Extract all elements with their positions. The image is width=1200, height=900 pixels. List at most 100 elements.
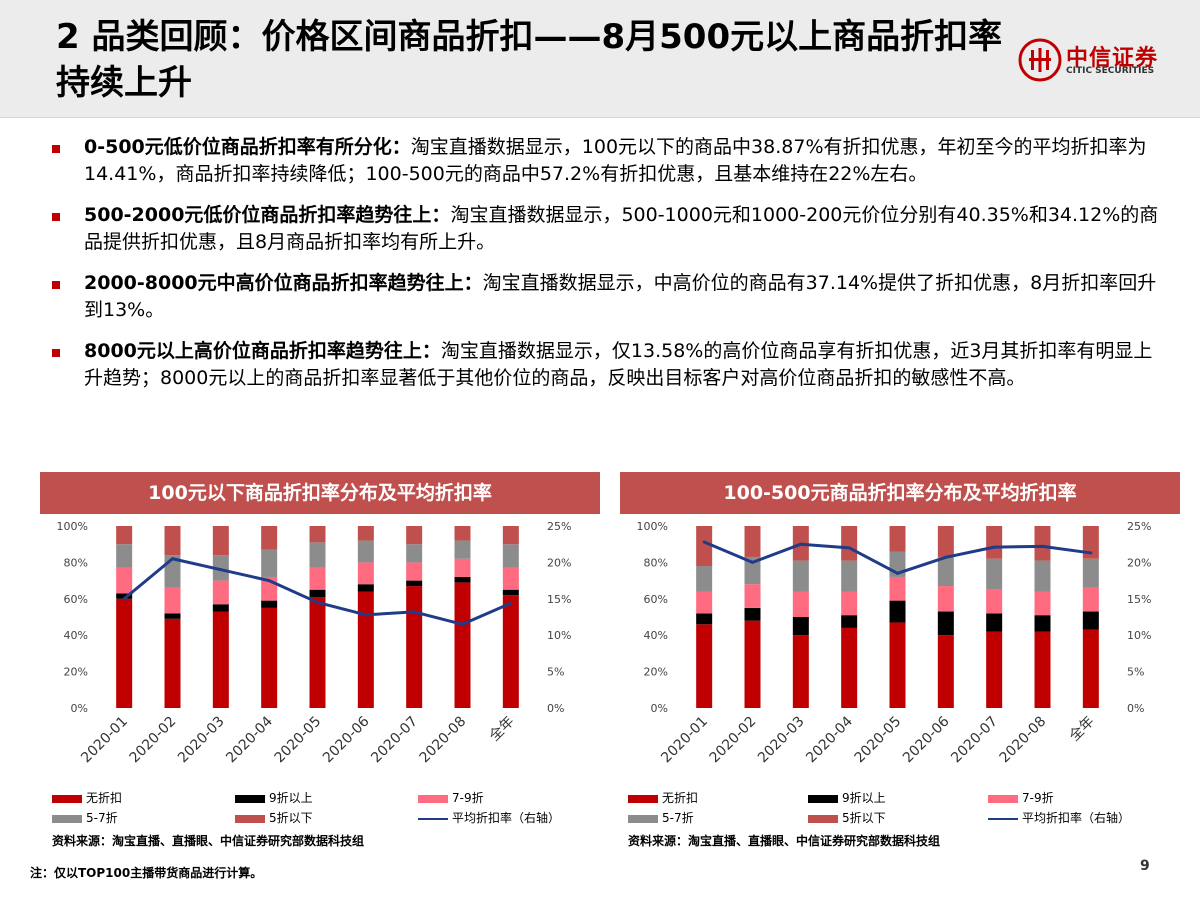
bar-segment — [261, 549, 278, 577]
page-title: 2 品类回顾：价格区间商品折扣——8月500元以上商品折扣率持续上升 — [56, 17, 1003, 103]
bullet-marker — [52, 213, 60, 221]
bar-segment — [164, 526, 181, 556]
bar-segment — [309, 596, 326, 708]
logo-text-en: CITIC SECURITIES — [1066, 66, 1155, 76]
y-tick-right: 20% — [547, 556, 571, 569]
bullet-item: 2000-8000元中高价位商品折扣率趋势往上：淘宝直播数据显示，中高价位的商品… — [52, 270, 1162, 324]
bar-segment — [212, 526, 229, 556]
legend-item-avg-rate: 平均折扣率（右轴） — [418, 810, 560, 826]
x-tick-label: 全年 — [1066, 713, 1098, 745]
bullet-text: 淘宝直播数据显示，100元以下的商品中38.87%有折扣优惠，年初至今的平均折扣… — [84, 136, 1147, 185]
legend-swatch — [808, 794, 838, 803]
bar-segment — [841, 526, 858, 561]
legend-swatch — [235, 814, 265, 823]
bar-segment — [937, 526, 954, 557]
bar-segment — [164, 587, 181, 614]
bar-segment — [744, 556, 761, 585]
bar-segment — [889, 600, 906, 623]
x-tick-label: 2020-07 — [948, 714, 1001, 767]
avg-rate-point — [267, 579, 271, 583]
bar-segment — [212, 604, 229, 612]
x-tick-label: 2020-08 — [417, 714, 470, 767]
y-tick-left: 100% — [637, 520, 668, 533]
bar-segment — [986, 526, 1003, 559]
bar-segment — [1082, 558, 1099, 588]
bar-segment — [357, 591, 374, 708]
y-tick-left: 80% — [644, 556, 668, 569]
bar-segment — [406, 586, 423, 708]
logo-text-cn: 中信证券 — [1066, 46, 1159, 71]
legend-swatch — [628, 794, 658, 803]
bar-segment — [502, 526, 519, 545]
legend-swatch — [628, 814, 658, 823]
y-tick-right: 25% — [1127, 520, 1151, 533]
legend-item-avg-rate: 平均折扣率（右轴） — [988, 810, 1130, 826]
y-tick-left: 40% — [64, 629, 88, 642]
header: 2 品类回顾：价格区间商品折扣——8月500元以上商品折扣率持续上升 中信证券 … — [0, 0, 1200, 118]
bar-segment — [1082, 526, 1099, 559]
chart-panel-100-500: 100-500元商品折扣率分布及平均折扣率 0% 20% 40% 60% 80% 100%… — [620, 472, 1180, 862]
bar-segment — [116, 526, 133, 545]
bar-segment — [986, 613, 1003, 632]
bar-segment — [357, 584, 374, 592]
bar-segment — [792, 560, 809, 592]
avg-rate-point — [219, 568, 223, 572]
bar-segment — [406, 580, 423, 587]
x-tick-label: 全年 — [486, 713, 518, 745]
legend-line — [988, 817, 1018, 820]
bar-segment — [696, 613, 713, 625]
legend-swatch — [988, 794, 1018, 803]
y-tick-left: 0% — [71, 702, 88, 715]
avg-rate-point — [316, 600, 319, 604]
bar-segment — [986, 589, 1003, 614]
bullet-heading: 0-500元低价位商品折扣率有所分化： — [84, 136, 411, 158]
bar-segment — [744, 620, 761, 708]
bar-segment — [889, 576, 906, 601]
bar-segment — [357, 540, 374, 563]
avg-rate-point — [171, 557, 174, 561]
bar-segment — [454, 526, 471, 541]
avg-rate-point — [364, 613, 368, 617]
bar-segment — [502, 595, 519, 708]
bar-segment — [406, 544, 423, 563]
bullet-list: 0-500元低价位商品折扣率有所分化：淘宝直播数据显示，100元以下的商品中38… — [52, 134, 1162, 406]
bar-segment — [502, 567, 519, 590]
avg-rate-point — [799, 542, 803, 546]
y-tick-right: 5% — [1127, 666, 1144, 679]
bar-segment — [164, 613, 181, 619]
bullet-item: 500-2000元低价位商品折扣率趋势往上：淘宝直播数据显示，500-1000元… — [52, 202, 1162, 256]
bar-segment — [744, 584, 761, 608]
chart-panel-under-100: 100元以下商品折扣率分布及平均折扣率 0% 20% 40% 60% 80% 100% 0%… — [40, 472, 600, 862]
bar-segment — [889, 622, 906, 708]
bullet-text: 淘宝直播数据显示，500-1000元和1000-200元价位分别有40.35%和… — [84, 204, 1159, 253]
bar-segment — [792, 591, 809, 617]
bullet-item: 8000元以上高价位商品折扣率趋势往上：淘宝直播数据显示，仅13.58%的高价位… — [52, 338, 1162, 392]
bar-segment — [937, 635, 954, 708]
bullet-text: 淘宝直播数据显示，中高价位的商品有37.14%提供了折扣优惠，8月折扣率回升到1… — [84, 272, 1157, 321]
legend-swatch — [52, 794, 82, 803]
y-tick-left: 60% — [644, 593, 668, 606]
bar-segment — [309, 589, 326, 597]
legend-swatch — [418, 794, 448, 803]
legend-item-above-90: 9折以上 — [808, 790, 886, 806]
bar-segment — [841, 560, 858, 592]
y-tick-right: 0% — [1127, 702, 1144, 715]
bullet-text: 淘宝直播数据显示，仅13.58%的高价位商品享有折扣优惠，近3月其折扣率有明显上… — [84, 340, 1153, 389]
avg-rate-point — [1041, 544, 1044, 548]
bar-segment — [116, 567, 133, 594]
bar-segment — [841, 627, 858, 708]
x-tick-label: 2020-04 — [803, 713, 856, 766]
bar-segment — [261, 526, 278, 550]
chart-title: 100-500元商品折扣率分布及平均折扣率 — [620, 472, 1180, 514]
page-number: 9 — [1140, 858, 1150, 874]
bar-segment — [502, 589, 519, 596]
legend-item-below-50: 5折以下 — [235, 810, 313, 826]
avg-rate-point — [122, 597, 126, 601]
y-tick-left: 60% — [64, 593, 88, 606]
y-tick-right: 15% — [1127, 593, 1151, 606]
bar-segment — [1034, 591, 1051, 616]
y-tick-right: 25% — [547, 520, 571, 533]
legend-item-50-70: 5-7折 — [52, 810, 118, 826]
y-tick-left: 20% — [644, 666, 668, 679]
avg-rate-point — [896, 571, 899, 575]
